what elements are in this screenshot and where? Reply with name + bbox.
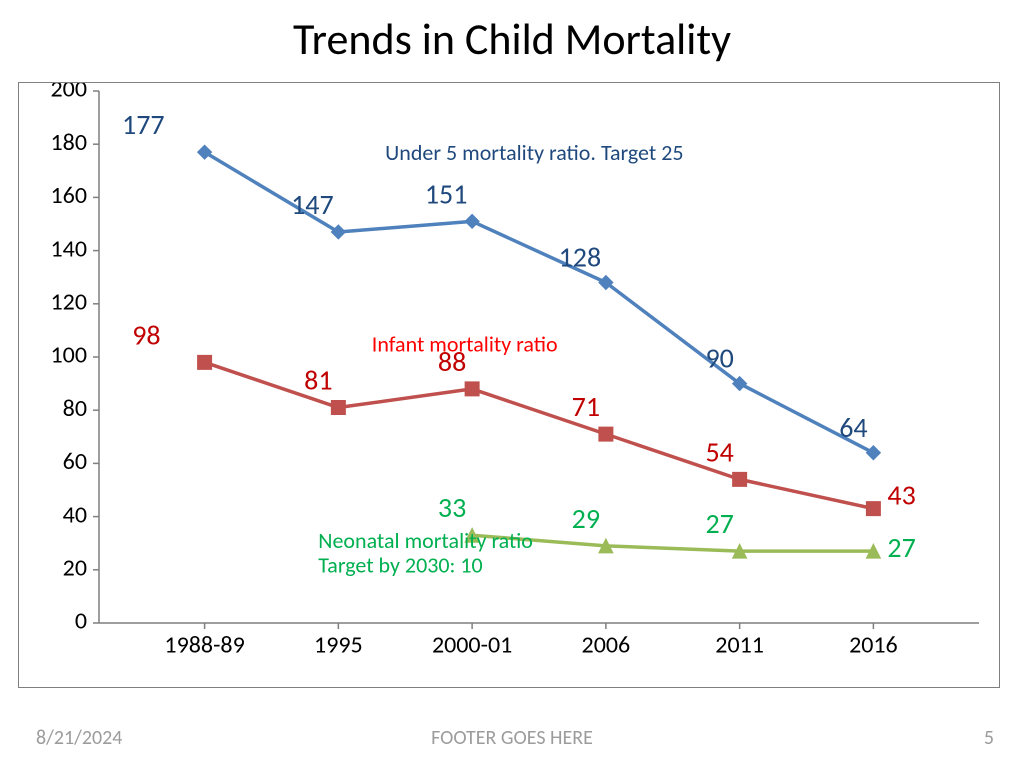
svg-text:2016: 2016 — [849, 631, 898, 660]
footer-text: FOOTER GOES HERE — [0, 726, 1024, 750]
slide: Trends in Child Mortality 0 20 40 60 80 100 12… — [0, 0, 1024, 768]
svg-text:180: 180 — [51, 128, 88, 157]
svg-text:1988-89: 1988-89 — [164, 631, 244, 660]
svg-text:27: 27 — [887, 530, 915, 565]
footer-page-number: 5 — [984, 726, 994, 750]
mortality-chart: 0 20 40 60 80 100 120 140 160 180 200 1988-89 1995 20… — [18, 82, 1000, 688]
svg-text:81: 81 — [304, 363, 332, 398]
svg-text:90: 90 — [705, 341, 733, 376]
svg-text:98: 98 — [132, 317, 160, 352]
svg-text:71: 71 — [572, 389, 600, 424]
svg-text:54: 54 — [705, 434, 733, 469]
svg-text:1995: 1995 — [314, 631, 363, 660]
svg-text:20: 20 — [63, 554, 87, 583]
svg-text:128: 128 — [559, 240, 602, 275]
svg-text:Under 5 mortality ratio. Targe: Under 5 mortality ratio. Target 25 — [385, 139, 683, 166]
svg-text:43: 43 — [887, 478, 915, 513]
svg-text:100: 100 — [51, 341, 88, 370]
svg-text:64: 64 — [839, 410, 867, 445]
svg-text:147: 147 — [291, 187, 334, 222]
svg-text:140: 140 — [51, 234, 88, 263]
svg-text:27: 27 — [705, 506, 733, 541]
svg-text:2011: 2011 — [715, 631, 764, 660]
svg-text:177: 177 — [122, 107, 165, 142]
svg-text:80: 80 — [63, 394, 87, 423]
page-title: Trends in Child Mortality — [0, 12, 1024, 66]
svg-text:Neonatal mortality ratioTarget: Neonatal mortality ratioTarget by 2030: … — [318, 527, 533, 578]
svg-text:40: 40 — [63, 500, 87, 529]
svg-text:Infant mortality ratio: Infant mortality ratio — [372, 331, 558, 358]
svg-text:2000-01: 2000-01 — [432, 631, 512, 660]
svg-text:0: 0 — [75, 607, 87, 636]
svg-text:2006: 2006 — [582, 631, 631, 660]
svg-text:151: 151 — [425, 176, 468, 211]
svg-text:29: 29 — [572, 501, 600, 536]
svg-text:60: 60 — [63, 447, 87, 476]
svg-text:160: 160 — [51, 181, 88, 210]
svg-text:200: 200 — [51, 83, 88, 104]
svg-text:33: 33 — [438, 490, 466, 525]
svg-text:120: 120 — [51, 288, 88, 317]
